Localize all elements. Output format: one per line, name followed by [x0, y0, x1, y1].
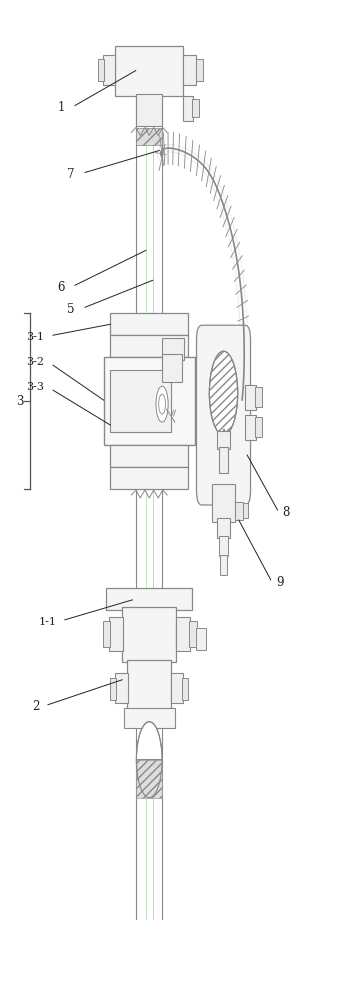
- Bar: [245, 415, 256, 440]
- Bar: [124, 708, 175, 728]
- Bar: [189, 621, 197, 647]
- Bar: [98, 59, 104, 81]
- Text: 3-3: 3-3: [26, 382, 45, 392]
- Bar: [193, 99, 199, 117]
- Bar: [219, 536, 227, 556]
- Text: 3-1: 3-1: [26, 332, 45, 342]
- Bar: [196, 628, 206, 650]
- Bar: [104, 357, 195, 445]
- Bar: [220, 555, 227, 575]
- Circle shape: [210, 351, 238, 435]
- Bar: [103, 621, 110, 647]
- Bar: [111, 678, 117, 700]
- Text: 2: 2: [32, 700, 40, 713]
- Text: 6: 6: [57, 281, 65, 294]
- Text: 3: 3: [16, 395, 23, 408]
- Bar: [122, 607, 176, 662]
- Bar: [255, 387, 262, 407]
- Text: 1: 1: [58, 101, 65, 114]
- Bar: [111, 445, 188, 467]
- Text: 9: 9: [276, 576, 283, 589]
- Bar: [111, 335, 188, 357]
- Bar: [182, 678, 188, 700]
- Bar: [109, 617, 123, 651]
- Bar: [162, 338, 184, 360]
- Circle shape: [159, 394, 165, 414]
- Circle shape: [156, 386, 168, 422]
- Bar: [111, 370, 171, 432]
- Bar: [176, 617, 190, 651]
- Bar: [136, 94, 162, 126]
- Bar: [127, 660, 171, 710]
- Text: 1-1: 1-1: [38, 617, 56, 627]
- Bar: [243, 503, 248, 518]
- Bar: [111, 313, 188, 335]
- FancyBboxPatch shape: [197, 325, 251, 505]
- Bar: [196, 59, 203, 81]
- Bar: [136, 128, 162, 145]
- Bar: [183, 55, 196, 85]
- Wedge shape: [136, 760, 162, 798]
- Text: 5: 5: [67, 303, 75, 316]
- Bar: [116, 46, 183, 96]
- Wedge shape: [136, 722, 162, 760]
- Bar: [106, 588, 193, 610]
- Bar: [235, 502, 243, 520]
- Bar: [212, 484, 235, 522]
- Bar: [235, 375, 246, 415]
- Bar: [136, 760, 162, 798]
- Text: 3-2: 3-2: [26, 357, 45, 367]
- Text: 7: 7: [67, 168, 75, 181]
- Bar: [162, 354, 182, 382]
- Bar: [219, 447, 228, 473]
- Bar: [116, 673, 128, 703]
- Bar: [183, 96, 193, 121]
- Text: 8: 8: [283, 506, 290, 519]
- Bar: [245, 385, 256, 410]
- Bar: [217, 518, 230, 538]
- Bar: [217, 431, 230, 449]
- Bar: [111, 467, 188, 489]
- Bar: [255, 417, 262, 437]
- Bar: [103, 55, 116, 85]
- Bar: [171, 673, 183, 703]
